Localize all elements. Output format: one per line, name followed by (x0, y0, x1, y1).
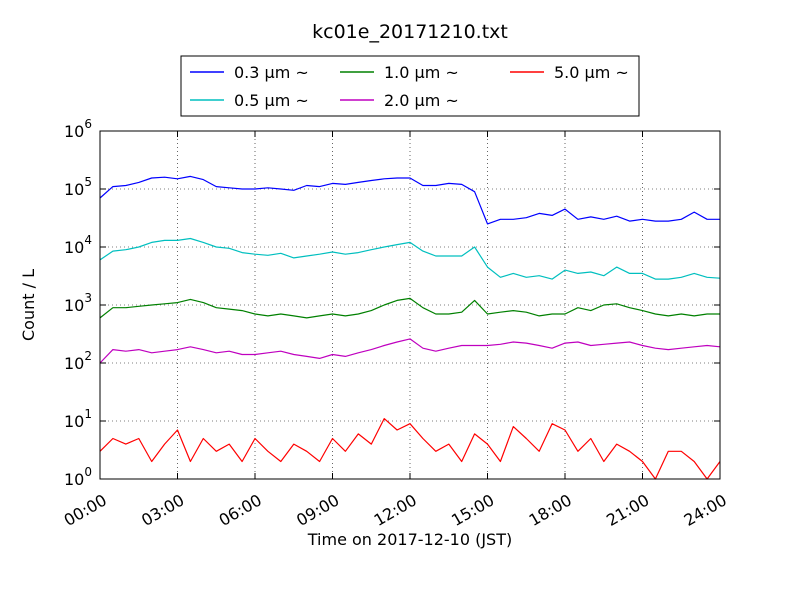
x-tick-label: 00:00 (61, 490, 110, 530)
legend-label-2: 1.0 μm ~ (384, 63, 459, 82)
series-line-0 (99, 175, 720, 225)
chart-title: kc01e_20171210.txt (312, 21, 508, 43)
plot-area (99, 130, 721, 480)
x-tick-label: 15:00 (448, 490, 497, 530)
y-tick-label: 100 (64, 465, 92, 489)
x-tick-label: 12:00 (371, 490, 420, 530)
y-tick-label: 104 (64, 233, 92, 257)
legend-label-1: 0.5 μm ~ (234, 91, 309, 110)
series-line-2 (99, 297, 720, 319)
series-line-4 (99, 418, 721, 480)
legend: 0.3 μm ~ 0.5 μm ~ 1.0 μm ~ 2.0 μm ~ 5.0 μm ~ (180, 55, 640, 117)
series-layer (99, 175, 721, 480)
x-tick-label: 06:00 (216, 490, 265, 530)
y-tick-label: 101 (64, 407, 92, 431)
x-tick-label: 03:00 (138, 490, 187, 530)
tick-marks (99, 130, 721, 480)
y-tick-labels: 100 101 102 103 104 105 106 (64, 117, 92, 489)
series-line-1 (99, 237, 721, 280)
series-line-3 (99, 338, 721, 364)
y-tick-label: 106 (64, 117, 92, 141)
x-axis-label: Time on 2017-12-10 (JST) (307, 530, 512, 549)
y-tick-label: 102 (64, 349, 92, 373)
legend-label-0: 0.3 μm ~ (234, 63, 309, 82)
x-tick-label: 21:00 (603, 490, 652, 530)
legend-items: 0.3 μm ~ 0.5 μm ~ 1.0 μm ~ 2.0 μm ~ 5.0 μm ~ (190, 63, 629, 110)
x-tick-label: 18:00 (526, 490, 575, 530)
x-tick-label: 24:00 (681, 490, 730, 530)
y-tick-label: 105 (64, 175, 92, 199)
x-tick-labels: 00:00 03:00 06:00 09:00 12:00 15:00 18:00 21:00… (61, 490, 730, 530)
legend-label-3: 2.0 μm ~ (384, 91, 459, 110)
legend-label-4: 5.0 μm ~ (554, 63, 629, 82)
y-axis-label: Count / L (19, 269, 38, 341)
legend-frame (180, 55, 640, 117)
y-tick-label: 103 (64, 291, 92, 315)
x-tick-label: 09:00 (293, 490, 342, 530)
